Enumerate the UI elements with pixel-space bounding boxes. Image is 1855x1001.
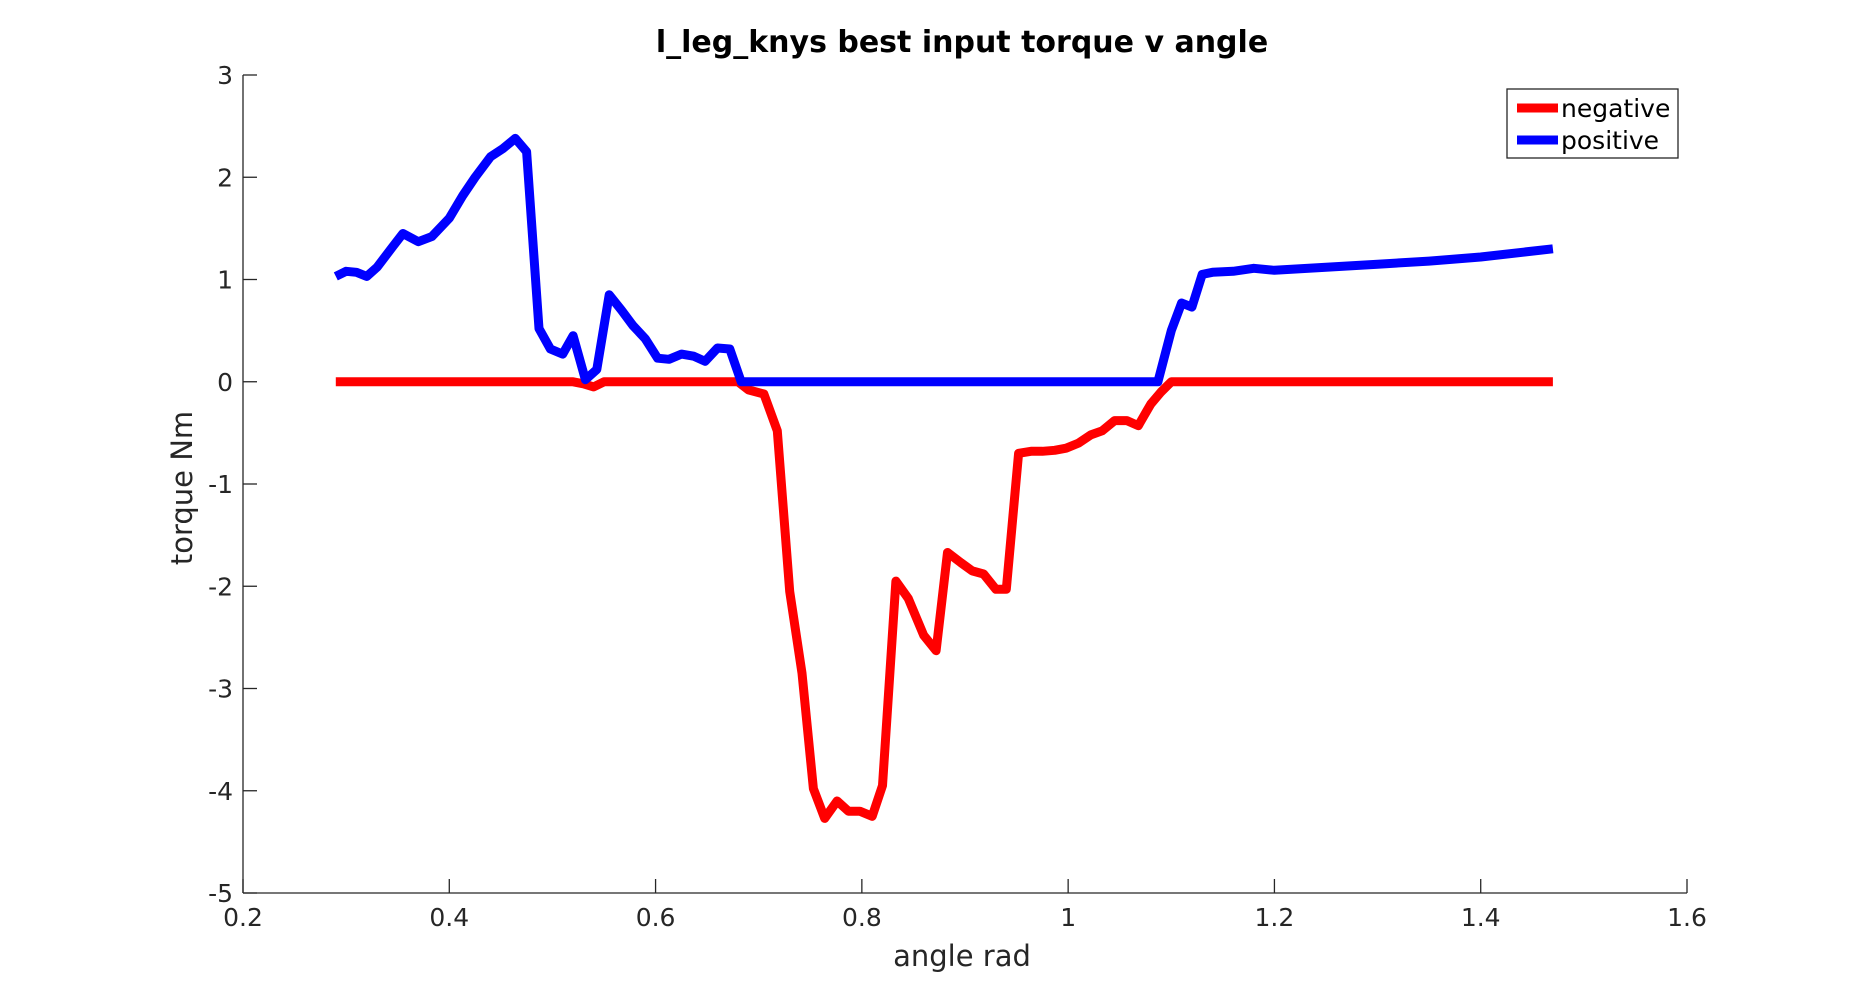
x-tick-label: 0.8 — [842, 903, 882, 932]
y-tick-label: 2 — [217, 163, 233, 192]
legend-label-positive: positive — [1561, 126, 1659, 155]
x-tick-label: 0.6 — [636, 903, 676, 932]
x-tick-label: 0.4 — [429, 903, 469, 932]
legend-label-negative: negative — [1561, 94, 1670, 123]
x-tick-label: 0.2 — [223, 903, 263, 932]
y-tick-label: -4 — [208, 777, 233, 806]
series-line-positive — [333, 133, 1554, 387]
y-tick-label: 3 — [217, 61, 233, 90]
x-tick-label: 1.4 — [1461, 903, 1501, 932]
series-line-negative — [335, 377, 1553, 823]
y-tick-label: -3 — [208, 675, 233, 704]
x-ticks: 0.2 0.4 0.6 0.8 1 1.2 1.4 1.6 — [223, 879, 1707, 932]
y-tick-label: 1 — [217, 266, 233, 295]
y-tick-label: -2 — [208, 572, 233, 601]
y-tick-label: -5 — [208, 879, 233, 908]
x-tick-label: 1 — [1060, 903, 1076, 932]
y-tick-label: -1 — [208, 470, 233, 499]
plot-lines — [333, 133, 1554, 823]
chart-title: l_leg_knys best input torque v angle — [656, 25, 1268, 60]
x-tick-label: 1.6 — [1667, 903, 1707, 932]
y-ticks: 3 2 1 0 -1 -2 -3 -4 -5 — [208, 61, 257, 908]
legend: negative positive — [1506, 88, 1679, 159]
y-axis-label: torque Nm — [165, 411, 199, 565]
x-tick-label: 1.2 — [1255, 903, 1295, 932]
x-axis-label: angle rad — [893, 939, 1031, 973]
y-tick-label: 0 — [217, 368, 233, 397]
legend-box — [1506, 88, 1679, 159]
